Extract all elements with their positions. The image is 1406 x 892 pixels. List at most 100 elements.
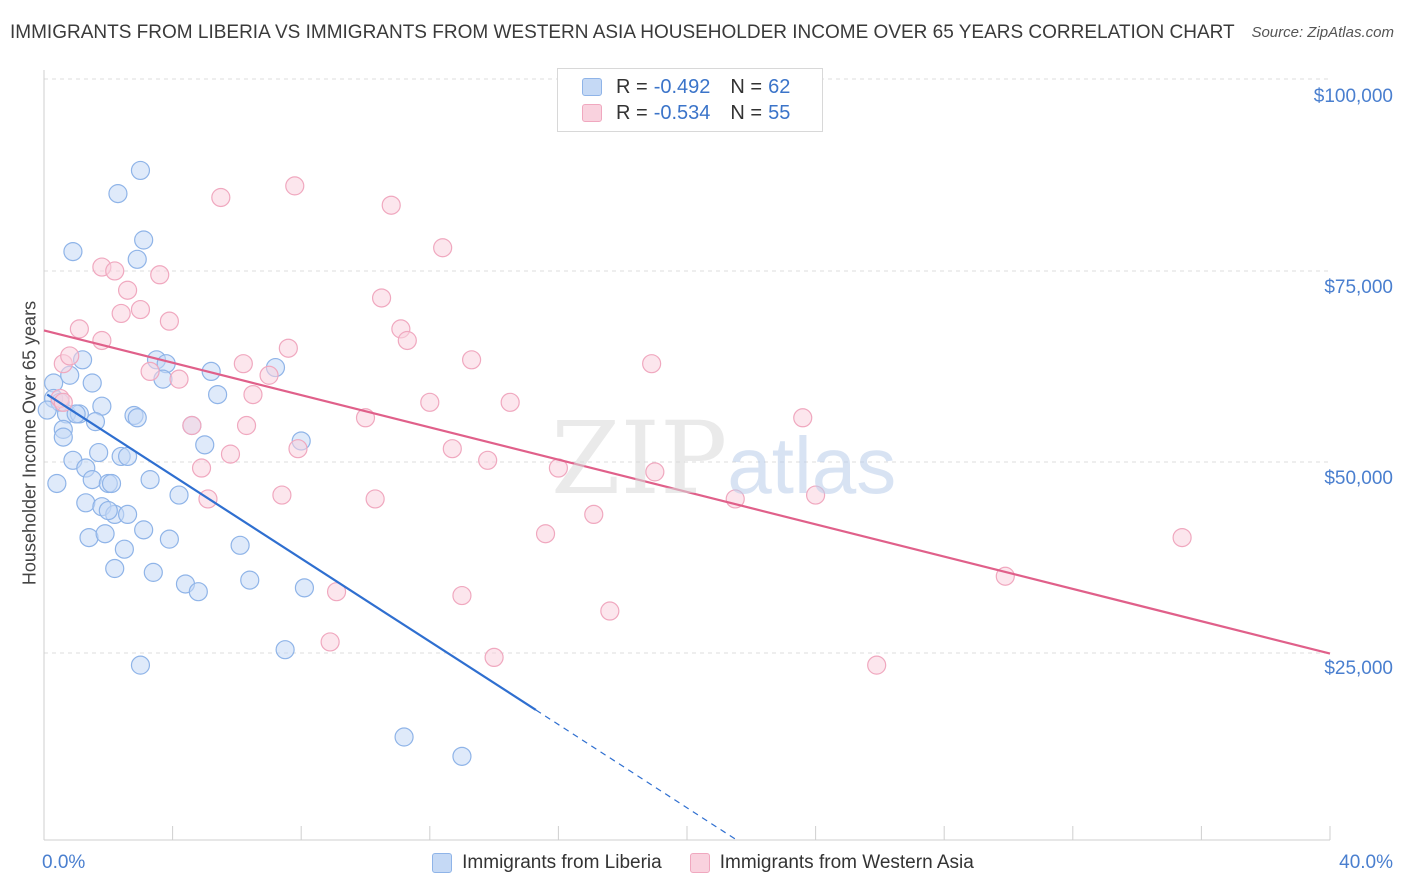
watermark-atlas: atlas — [727, 421, 897, 510]
legend-row-liberia: R = -0.492 N = 62 — [582, 75, 790, 99]
data-point — [233, 354, 253, 374]
data-point — [63, 241, 83, 262]
data-point — [285, 176, 305, 196]
data-point — [182, 415, 202, 436]
y-tick-label: $50,000 — [1324, 468, 1393, 489]
data-point — [275, 640, 295, 660]
data-point — [288, 439, 308, 459]
y-tick-label: $100,000 — [1313, 86, 1393, 107]
data-point — [85, 412, 106, 432]
series-legend: Immigrants from Liberia Immigrants from … — [0, 852, 1406, 874]
data-point — [69, 319, 89, 339]
data-point — [114, 539, 134, 559]
legend-n-label: N = — [730, 101, 763, 124]
data-point — [420, 392, 440, 412]
data-point — [381, 195, 401, 215]
legend-row-western-asia: R = -0.534 N = 55 — [582, 101, 790, 125]
legend-r-value: -0.534 — [653, 101, 711, 124]
data-point — [259, 365, 279, 385]
data-point — [159, 311, 179, 331]
data-point — [320, 632, 340, 652]
chart-source: Source: ZipAtlas.com — [1251, 24, 1394, 41]
series-points-0 — [37, 160, 472, 766]
data-point — [134, 520, 154, 540]
legend-r-label: R = — [616, 75, 648, 98]
data-point — [236, 415, 257, 436]
data-point — [117, 280, 138, 300]
x-tick-label-min: 0.0% — [42, 852, 86, 873]
data-point — [37, 400, 57, 420]
data-point — [130, 160, 151, 181]
data-point — [600, 601, 620, 621]
watermark: ZIPatlas — [551, 400, 896, 517]
watermark-zip: ZIP — [551, 400, 728, 517]
legend-swatch-liberia — [582, 78, 602, 96]
data-point — [82, 470, 102, 490]
data-point — [433, 238, 453, 258]
data-point — [101, 473, 122, 494]
data-point — [867, 655, 887, 675]
legend-r-label: R = — [616, 101, 648, 124]
data-point — [95, 524, 115, 544]
data-point — [805, 485, 826, 505]
data-point — [211, 187, 231, 208]
data-point — [461, 350, 482, 370]
legend-n-value: 62 — [768, 75, 791, 98]
data-point — [111, 303, 131, 324]
data-point — [105, 261, 125, 281]
data-point — [159, 529, 179, 549]
data-point — [140, 470, 160, 490]
series-name-western-asia: Immigrants from Western Asia — [719, 852, 974, 873]
data-point — [169, 369, 189, 389]
data-point — [79, 527, 99, 548]
legend-n-value: 55 — [768, 101, 791, 124]
data-points — [37, 160, 1192, 766]
data-point — [47, 473, 67, 494]
legend-swatch-western-asia — [582, 104, 602, 122]
data-point — [371, 288, 392, 308]
data-point — [272, 485, 292, 505]
data-point — [478, 450, 498, 470]
data-point — [89, 442, 109, 463]
y-axis-label: Householder Income Over 65 years — [19, 300, 40, 586]
data-point — [98, 500, 118, 521]
data-point — [452, 585, 472, 606]
data-point — [220, 444, 241, 464]
data-point — [191, 458, 212, 478]
data-point — [208, 384, 228, 405]
trend-line-1 — [43, 329, 1331, 655]
series-legend-item-western-asia: Immigrants from Western Asia — [689, 852, 974, 874]
data-point — [500, 392, 520, 412]
data-point — [278, 338, 298, 358]
y-tick-label: $25,000 — [1324, 658, 1393, 679]
data-point — [326, 582, 347, 602]
series-name-liberia: Immigrants from Liberia — [462, 852, 662, 873]
data-point — [195, 435, 215, 455]
y-tick-label: $75,000 — [1324, 277, 1393, 298]
data-point — [130, 655, 151, 675]
data-point — [82, 373, 102, 393]
data-point — [117, 504, 138, 525]
data-point — [240, 570, 260, 590]
data-point — [134, 230, 154, 250]
data-point — [642, 354, 662, 374]
data-point — [243, 384, 263, 405]
data-point — [140, 361, 160, 382]
series-swatch-western-asia — [689, 853, 710, 873]
data-point — [76, 493, 96, 513]
data-point — [294, 578, 315, 598]
trend-lines — [43, 329, 1331, 840]
data-point — [397, 330, 417, 351]
axes — [43, 70, 1331, 841]
trend-extension-0 — [535, 709, 736, 840]
data-point — [584, 504, 604, 525]
data-point — [169, 485, 189, 505]
data-point — [793, 408, 813, 428]
chart-title: IMMIGRANTS FROM LIBERIA VS IMMIGRANTS FR… — [10, 22, 1235, 43]
data-point — [150, 265, 170, 285]
data-point — [442, 439, 462, 459]
x-tick-label-max: 40.0% — [1339, 852, 1393, 873]
legend-r-value: -0.492 — [653, 75, 711, 98]
data-point — [143, 562, 163, 582]
